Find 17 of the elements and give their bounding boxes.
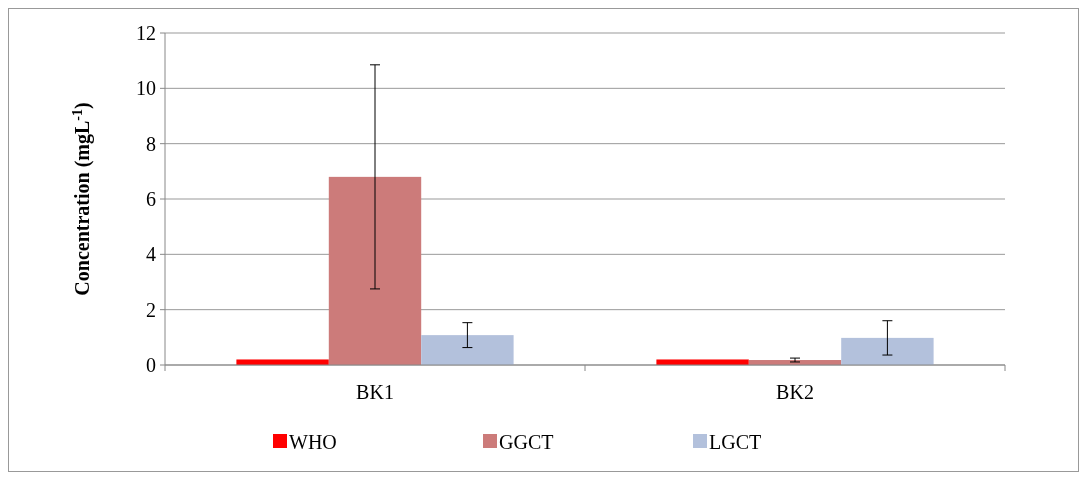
y-tick-label: 6 xyxy=(146,188,156,210)
bar xyxy=(421,335,514,365)
bar xyxy=(236,359,329,365)
y-tick-label: 4 xyxy=(146,243,156,266)
y-tick-label: 2 xyxy=(146,298,156,321)
legend-label: LGCT xyxy=(709,431,762,453)
bar xyxy=(328,176,422,365)
legend-label: GGCT xyxy=(499,431,554,453)
y-tick-label: 12 xyxy=(136,22,156,44)
x-tick-label: BK2 xyxy=(776,381,814,403)
y-tick-label: 8 xyxy=(146,132,156,155)
y-tick-label: 0 xyxy=(146,354,156,376)
y-tick-label: 10 xyxy=(136,77,156,100)
bar xyxy=(656,359,749,365)
legend-label: WHO xyxy=(289,431,337,453)
bar xyxy=(841,337,934,365)
x-tick-label: BK1 xyxy=(356,381,394,403)
